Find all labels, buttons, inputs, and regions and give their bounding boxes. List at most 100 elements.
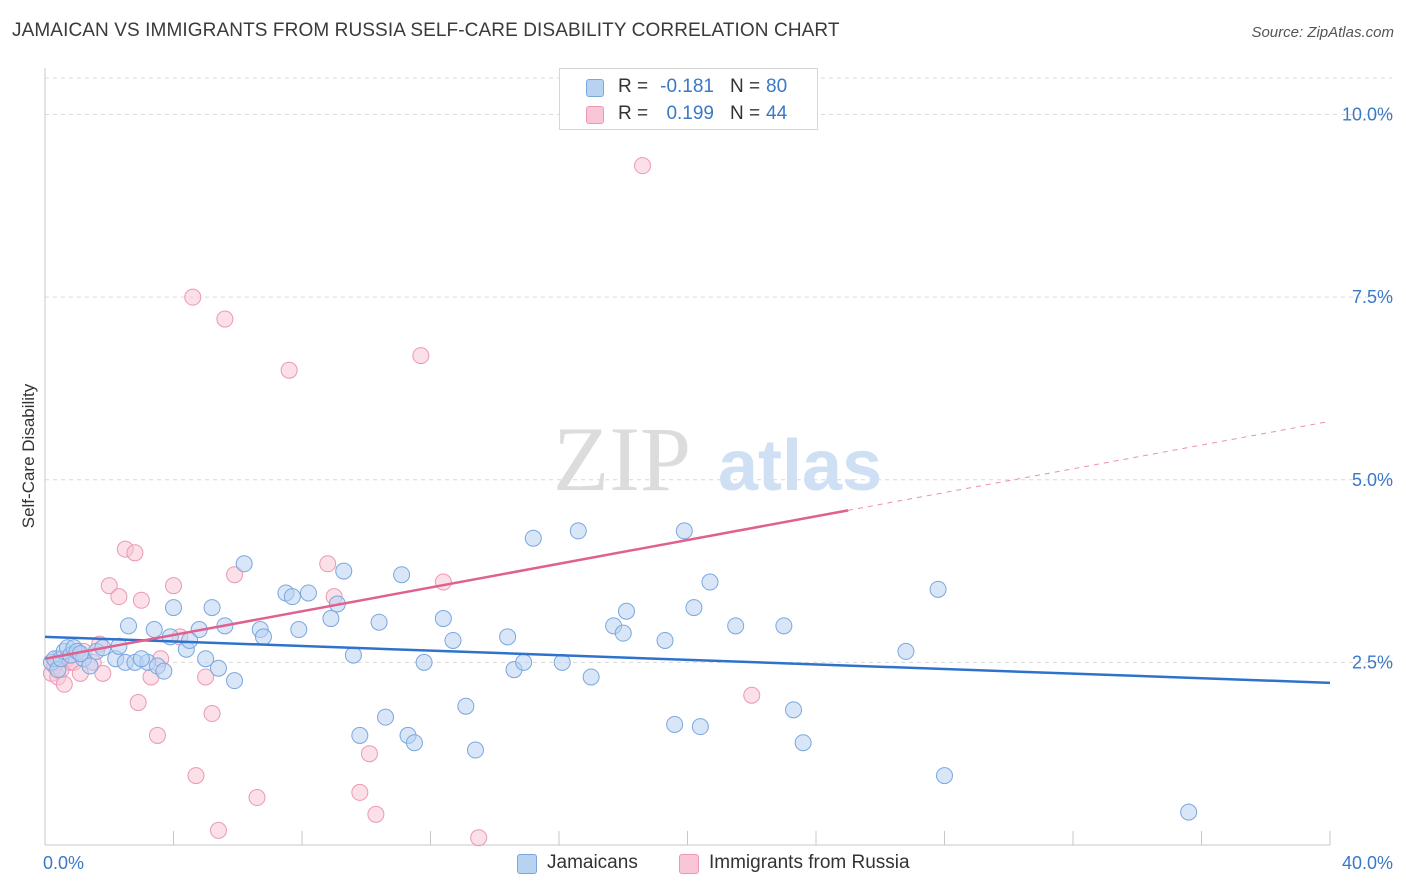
jamaicans-point	[929, 580, 947, 598]
jamaicans-point	[582, 668, 600, 686]
russia-point	[634, 157, 652, 175]
jamaicans-point	[120, 617, 138, 635]
russia-point	[197, 668, 215, 686]
series-jamaicans-points	[42, 522, 1198, 821]
jamaicans-point	[415, 653, 433, 671]
jamaicans-point	[235, 555, 253, 573]
russia-point	[351, 783, 369, 801]
source-label: Source: ZipAtlas.com	[1251, 24, 1394, 41]
tick-labels: 2.5% 5.0% 7.5% 10.0% 0.0% 40.0%	[43, 105, 1393, 873]
russia-point	[100, 577, 118, 595]
jamaicans-point	[499, 628, 517, 646]
russia-trend-line	[44, 509, 849, 660]
jamaicans-point	[254, 628, 272, 646]
russia-point	[55, 675, 73, 693]
jamaicans-point	[165, 599, 182, 617]
jamaicans-point	[569, 522, 587, 540]
x-tick-label: 40.0%	[1342, 853, 1393, 873]
russia-point	[319, 555, 337, 573]
r-value: -0.181	[660, 76, 714, 97]
y-tick-label: 5.0%	[1352, 470, 1393, 490]
russia-trend-extension	[848, 420, 1331, 511]
jamaicans-point	[335, 562, 353, 580]
jamaicans-point	[351, 726, 369, 744]
jamaicans-point	[444, 631, 462, 649]
russia-point	[209, 821, 227, 839]
jamaicans-point	[209, 659, 227, 677]
jamaicans-point	[775, 617, 793, 635]
jamaicans-point	[197, 650, 215, 668]
russia-point	[360, 745, 378, 763]
y-tick-label: 2.5%	[1352, 652, 1393, 672]
jamaicans-point	[685, 599, 703, 617]
axes	[44, 68, 1331, 846]
jamaicans-point	[515, 653, 533, 671]
russia-swatch	[586, 106, 604, 124]
y-tick-label: 7.5%	[1352, 287, 1393, 307]
jamaicans-point	[370, 613, 388, 631]
jamaicans-point	[785, 701, 803, 719]
jamaicans-point	[81, 657, 99, 675]
jamaicans-point	[145, 621, 163, 639]
chart-title: JAMAICAN VS IMMIGRANTS FROM RUSSIA SELF-…	[12, 20, 840, 41]
jamaicans-point	[283, 588, 301, 606]
legend-label: Immigrants from Russia	[709, 852, 910, 873]
jamaicans-point	[617, 602, 635, 620]
russia-point	[184, 288, 202, 306]
russia-point	[148, 726, 166, 744]
jamaicans-point	[322, 610, 340, 628]
jamaicans-point	[466, 741, 484, 759]
y-tick-label: 10.0%	[1342, 105, 1393, 125]
legend-row-russia: R = 0.199 N = 44	[560, 100, 817, 128]
russia-swatch	[679, 854, 699, 874]
jamaicans-point	[290, 621, 308, 639]
jamaicans-point	[434, 610, 452, 628]
jamaicans-point	[691, 718, 709, 736]
watermark: ZIP atlas	[553, 408, 882, 510]
jamaicans-point	[405, 734, 423, 752]
russia-point	[110, 588, 128, 606]
russia-point	[470, 829, 488, 847]
russia-point	[203, 705, 221, 723]
x-tick-label: 0.0%	[43, 853, 84, 873]
jamaicans-point	[377, 708, 395, 726]
russia-point	[743, 686, 761, 704]
correlation-legend: R = -0.181 N = 80 R = 0.199 N = 44	[559, 68, 818, 130]
jamaicans-point	[936, 767, 953, 785]
jamaicans-point	[675, 522, 693, 540]
r-label: R =	[618, 76, 649, 97]
jamaicans-trend-line	[44, 635, 1331, 685]
jamaicans-point	[155, 662, 173, 680]
jamaicans-point	[457, 697, 475, 715]
legend-row-jamaicans: R = -0.181 N = 80	[560, 73, 817, 101]
russia-point	[280, 361, 298, 379]
russia-point	[165, 577, 182, 595]
jamaicans-point	[614, 624, 632, 642]
n-label: N =	[730, 76, 761, 97]
russia-point	[216, 310, 234, 328]
jamaicans-point	[226, 672, 244, 690]
russia-point	[129, 694, 147, 712]
russia-point	[367, 805, 385, 823]
watermark-atlas: atlas	[718, 426, 882, 506]
jamaicans-point	[701, 573, 719, 591]
jamaicans-point	[344, 646, 362, 664]
jamaicans-point	[656, 631, 674, 649]
jamaicans-swatch	[586, 79, 604, 97]
russia-point	[226, 566, 244, 584]
trend-lines	[44, 420, 1331, 685]
jamaicans-point	[1180, 803, 1198, 821]
jamaicans-point	[132, 650, 150, 668]
russia-point	[248, 789, 266, 807]
jamaicans-point	[794, 734, 812, 752]
jamaicans-point	[897, 642, 915, 660]
jamaicans-point	[299, 584, 317, 602]
y-axis-label: Self-Care Disability	[19, 383, 38, 528]
jamaicans-point	[524, 529, 542, 547]
r-value: 0.199	[666, 103, 714, 124]
russia-point	[412, 347, 430, 365]
russia-point	[94, 664, 112, 682]
russia-point	[187, 767, 205, 785]
jamaicans-swatch	[517, 854, 537, 874]
